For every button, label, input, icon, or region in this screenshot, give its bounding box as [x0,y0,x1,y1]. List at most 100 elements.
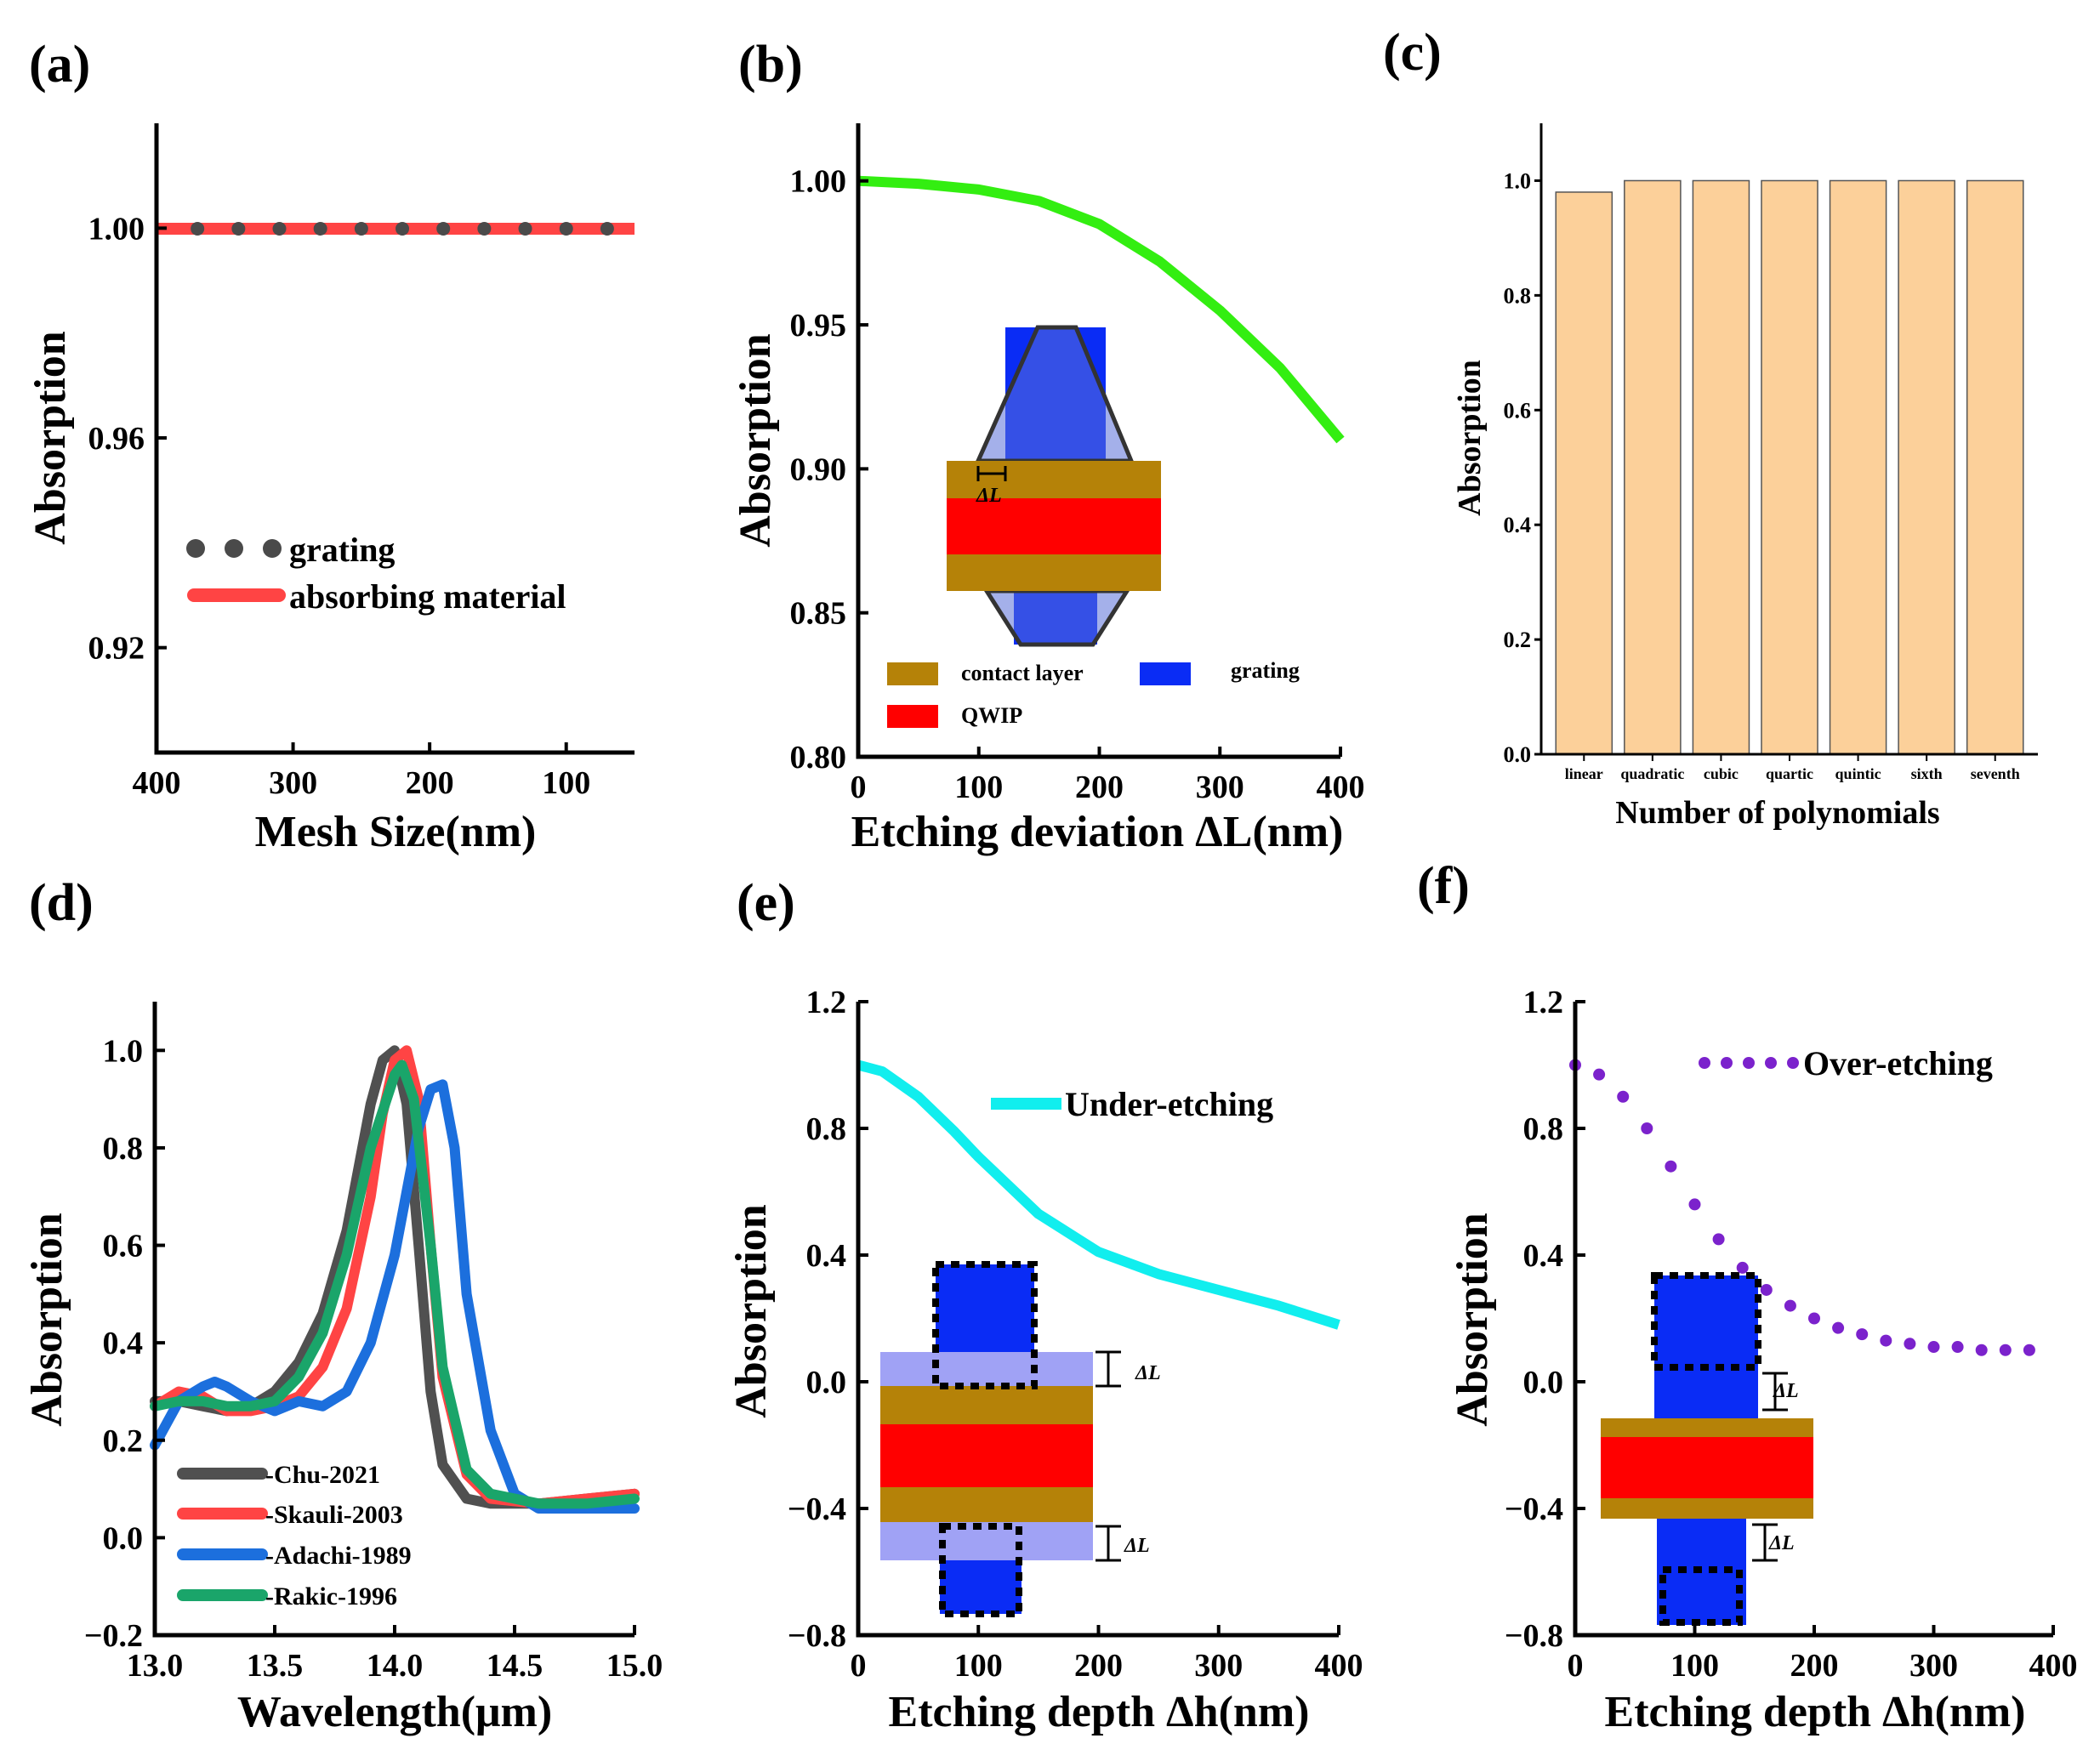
panel-e-inset-diagram: ΔL ΔL [880,1261,1161,1617]
legend-label-under-etching: Under-etching [1065,1085,1273,1123]
x-tick-label: 14.5 [487,1648,543,1684]
y-tick-label: 1.00 [790,164,847,200]
bar-cubic [1692,179,1750,755]
x-tick-label: 300 [1196,770,1244,805]
series-line-skauli-2003 [150,1045,640,1509]
x-tick-label: 300 [1909,1648,1958,1684]
over-etching-point [1736,1261,1749,1274]
y-tick-label: 1.2 [1523,985,1564,1020]
y-tick-label: 0.90 [790,452,847,487]
legend-label-chu-2021: -Chu-2021 [265,1461,380,1489]
x-tick-label-sixth: sixth [1911,765,1943,782]
grating-point [477,221,492,236]
panel-a-series [157,221,635,236]
x-tick-label: 400 [1317,770,1365,805]
panel-f-inset-diagram: ΔL ΔL [1601,1272,1813,1626]
x-tick-label: 100 [1670,1648,1719,1684]
y-tick-label: 1.00 [88,211,145,247]
inset-delta-marker-top [1096,1350,1121,1388]
grating-point [396,221,410,236]
bar-quadratic [1624,179,1682,755]
legend-marker-over-etching [1743,1057,1755,1069]
inset-delta-label-bottom: ΔL [1768,1532,1795,1554]
over-etching-point [1617,1090,1630,1103]
x-tick-label: 200 [406,765,454,801]
y-tick-label: 0.0 [1504,742,1532,767]
panel-label-d: (d) [29,874,94,932]
inset-delta-marker-bottom [1752,1523,1778,1562]
panel-d: 13.0 13.5 14.0 14.5 15.0 −0.2 0.0 0.2 0.4 0.6 0.8 1… [23,1002,663,1736]
y-tick-label: 0.4 [1504,513,1532,537]
over-etching-point [1832,1321,1845,1334]
x-tick-label: 400 [2029,1648,2078,1684]
grating-point [272,221,287,236]
inset-delta-marker-bottom [1096,1525,1121,1562]
legend-label-absorbing-material: absorbing material [289,577,566,616]
legend-marker-grating [263,539,282,558]
y-tick-label: 0.80 [790,740,847,775]
over-etching-point [1975,1344,1988,1356]
panel-c-ylabel: Absorption [1452,360,1488,516]
panel-e-series [857,1059,1340,1330]
panel-c-xlabel: Number of polynomials [1615,795,1939,831]
y-tick-label: 0.0 [806,1365,847,1400]
legend-marker-over-etching [1699,1057,1710,1069]
inset-qwip-layer [1601,1437,1813,1498]
y-tick-label: 0.0 [103,1520,144,1556]
over-etching-point [1712,1233,1725,1246]
x-tick-label: 0 [1568,1648,1584,1684]
grating-point [191,221,205,236]
y-tick-label: 0.6 [1504,398,1532,423]
grating-point [600,221,614,236]
panel-f-legend: Over-etching [1699,1044,1993,1082]
inset-etched-region-top [880,1352,1093,1386]
legend-label-over-etching: Over-etching [1803,1044,1993,1082]
x-tick-label: 200 [1074,1648,1123,1684]
bar-quintic [1829,179,1887,755]
inset-dashed-outline-top [1651,1272,1761,1371]
y-tick-label: 0.8 [806,1111,847,1147]
legend-label-qwip: QWIP [961,703,1022,728]
legend-marker-over-etching [1765,1057,1777,1069]
panel-c-bars [1555,179,2024,755]
over-etching-point [1999,1344,2012,1356]
panel-a-xlabel: Mesh Size(nm) [255,808,537,856]
legend-label-contact-layer: contact layer [961,661,1084,685]
series-under-etching-line [857,1059,1340,1330]
grating-point [518,221,532,236]
y-tick-label: 0.4 [806,1238,847,1274]
x-tick-label: 100 [954,770,1003,805]
over-etching-point [1641,1122,1653,1134]
panel-b-ylabel: Absorption [731,333,780,547]
over-etching-point [2023,1344,2035,1356]
x-tick-label: 400 [1315,1648,1363,1684]
panel-a-ylabel: Absorption [26,331,75,544]
inset-delta-label: ΔL [976,485,1002,507]
x-tick-label-linear: linear [1565,765,1603,782]
y-tick-label: 0.0 [1523,1365,1564,1400]
panel-d-series [150,1045,640,1514]
over-etching-point [1593,1068,1606,1081]
panel-e-ylabel: Absorption [727,1204,776,1417]
inset-delta-label-top: ΔL [1135,1362,1161,1384]
x-tick-label-seventh: seventh [1971,765,2020,782]
y-tick-label: 0.4 [1523,1238,1564,1274]
over-etching-point [1951,1341,1964,1354]
inset-dashed-outline-top [932,1261,1038,1389]
y-tick-label: 1.0 [103,1033,144,1069]
inset-qwip-layer [947,498,1161,554]
y-tick-label: 0.4 [103,1326,144,1361]
panel-d-ylabel: Absorption [23,1213,71,1426]
legend-label-rakic-1996: -Rakic-1996 [265,1582,397,1611]
x-tick-label: 300 [1194,1648,1243,1684]
x-tick-label: 300 [269,765,317,801]
series-line-chu-2021 [150,1045,640,1509]
y-tick-label: −0.2 [84,1618,143,1654]
panel-label-a: (a) [29,36,90,94]
panel-e-legend: Under-etching [991,1085,1273,1123]
x-tick-label: 13.5 [247,1648,304,1684]
legend-label-grating: grating [1231,658,1300,683]
legend-label-grating: grating [289,531,395,569]
y-tick-label: 0.96 [88,421,145,457]
x-tick-label-quintic: quintic [1835,765,1881,782]
